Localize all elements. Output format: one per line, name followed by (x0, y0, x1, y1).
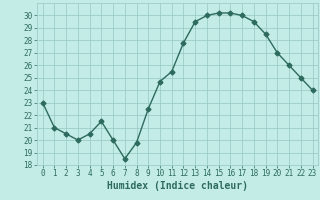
X-axis label: Humidex (Indice chaleur): Humidex (Indice chaleur) (107, 181, 248, 191)
